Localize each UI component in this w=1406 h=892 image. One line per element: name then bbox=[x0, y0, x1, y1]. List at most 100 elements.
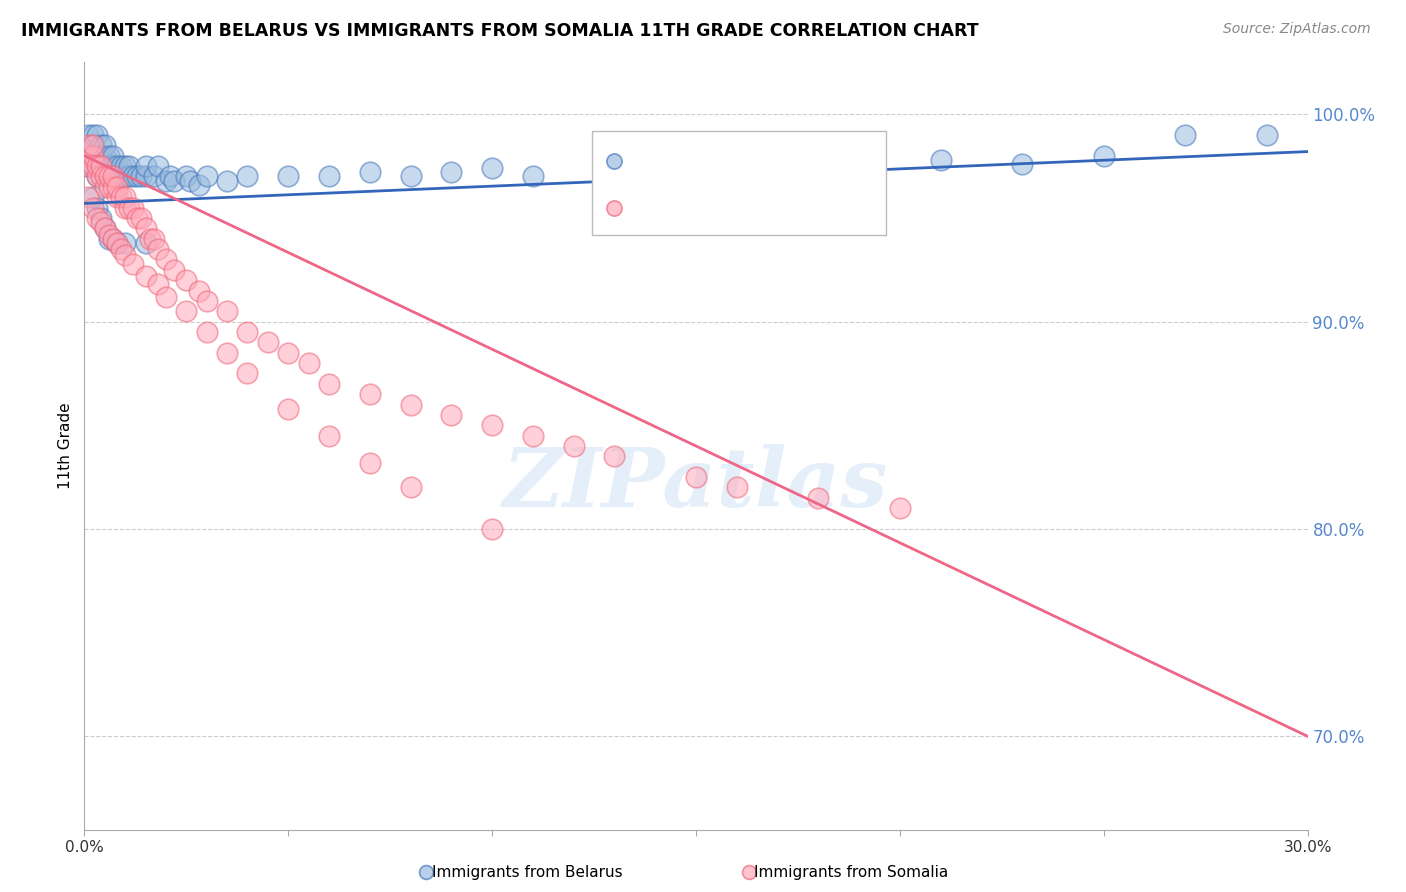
Point bbox=[807, 491, 830, 505]
Point bbox=[1174, 128, 1197, 142]
Point bbox=[97, 159, 120, 173]
Point bbox=[236, 325, 259, 339]
Point bbox=[127, 211, 149, 225]
Point bbox=[399, 480, 422, 494]
Text: IMMIGRANTS FROM BELARUS VS IMMIGRANTS FROM SOMALIA 11TH GRADE CORRELATION CHART: IMMIGRANTS FROM BELARUS VS IMMIGRANTS FR… bbox=[21, 22, 979, 40]
Point bbox=[82, 149, 104, 163]
Point bbox=[187, 178, 209, 192]
Point bbox=[298, 356, 321, 370]
Point bbox=[174, 273, 197, 287]
Point bbox=[195, 169, 218, 184]
Point bbox=[97, 169, 120, 184]
Point bbox=[135, 159, 157, 173]
Point bbox=[217, 345, 239, 359]
Point bbox=[118, 201, 141, 215]
Point bbox=[101, 232, 124, 246]
Text: R =  0.336   N = 73: R = 0.336 N = 73 bbox=[638, 152, 828, 169]
Point bbox=[97, 232, 120, 246]
Point bbox=[97, 169, 120, 184]
Point bbox=[110, 159, 132, 173]
Point bbox=[138, 232, 160, 246]
Point bbox=[195, 293, 218, 308]
Point bbox=[187, 284, 209, 298]
Point bbox=[685, 161, 707, 176]
Text: Source: ZipAtlas.com: Source: ZipAtlas.com bbox=[1223, 22, 1371, 37]
Point bbox=[135, 169, 157, 184]
Point bbox=[82, 149, 104, 163]
Point bbox=[399, 169, 422, 184]
Point bbox=[101, 169, 124, 184]
Point bbox=[82, 159, 104, 173]
Point bbox=[146, 159, 169, 173]
Point bbox=[163, 262, 186, 277]
Point bbox=[359, 165, 381, 179]
Point bbox=[110, 169, 132, 184]
Point bbox=[135, 268, 157, 283]
Point bbox=[114, 190, 136, 204]
Point bbox=[105, 179, 128, 194]
Point bbox=[440, 165, 463, 179]
Point bbox=[105, 190, 128, 204]
Point bbox=[93, 149, 115, 163]
Point bbox=[118, 169, 141, 184]
Point bbox=[318, 169, 340, 184]
Point bbox=[105, 235, 128, 250]
Point bbox=[118, 159, 141, 173]
Point bbox=[86, 211, 108, 225]
Point bbox=[277, 169, 299, 184]
Point bbox=[97, 227, 120, 242]
Point bbox=[110, 190, 132, 204]
Point bbox=[159, 169, 181, 184]
Point bbox=[277, 401, 299, 416]
Point bbox=[889, 501, 911, 516]
Point bbox=[77, 138, 100, 153]
Point bbox=[122, 256, 145, 270]
Point bbox=[1256, 128, 1278, 142]
Point bbox=[440, 408, 463, 422]
Point bbox=[135, 235, 157, 250]
Point bbox=[174, 169, 197, 184]
Point bbox=[77, 149, 100, 163]
Point bbox=[146, 277, 169, 292]
Point bbox=[685, 470, 707, 484]
Point bbox=[114, 201, 136, 215]
Point bbox=[90, 215, 112, 229]
Point bbox=[77, 159, 100, 173]
Point bbox=[90, 159, 112, 173]
Point bbox=[77, 149, 100, 163]
Point bbox=[114, 235, 136, 250]
Point bbox=[236, 367, 259, 381]
Point bbox=[86, 169, 108, 184]
Point bbox=[110, 242, 132, 256]
Point bbox=[142, 232, 165, 246]
Point bbox=[77, 159, 100, 173]
Point bbox=[93, 159, 115, 173]
Point bbox=[131, 211, 153, 225]
Point bbox=[179, 173, 201, 187]
Point bbox=[93, 169, 115, 184]
Point bbox=[174, 304, 197, 318]
Point bbox=[481, 161, 503, 176]
Point bbox=[101, 149, 124, 163]
Point bbox=[155, 173, 177, 187]
Y-axis label: 11th Grade: 11th Grade bbox=[58, 402, 73, 490]
Point bbox=[82, 138, 104, 153]
Point bbox=[415, 865, 437, 880]
Point bbox=[86, 201, 108, 215]
Point bbox=[86, 159, 108, 173]
Point bbox=[105, 235, 128, 250]
Point bbox=[93, 138, 115, 153]
Point bbox=[122, 169, 145, 184]
Point bbox=[318, 428, 340, 442]
Point bbox=[146, 242, 169, 256]
Point bbox=[93, 179, 115, 194]
Point bbox=[522, 169, 544, 184]
Point bbox=[155, 290, 177, 304]
Point bbox=[738, 865, 761, 880]
Point bbox=[127, 169, 149, 184]
Point bbox=[82, 201, 104, 215]
Point bbox=[97, 149, 120, 163]
Point bbox=[562, 439, 585, 453]
Point bbox=[114, 169, 136, 184]
Point bbox=[101, 169, 124, 184]
